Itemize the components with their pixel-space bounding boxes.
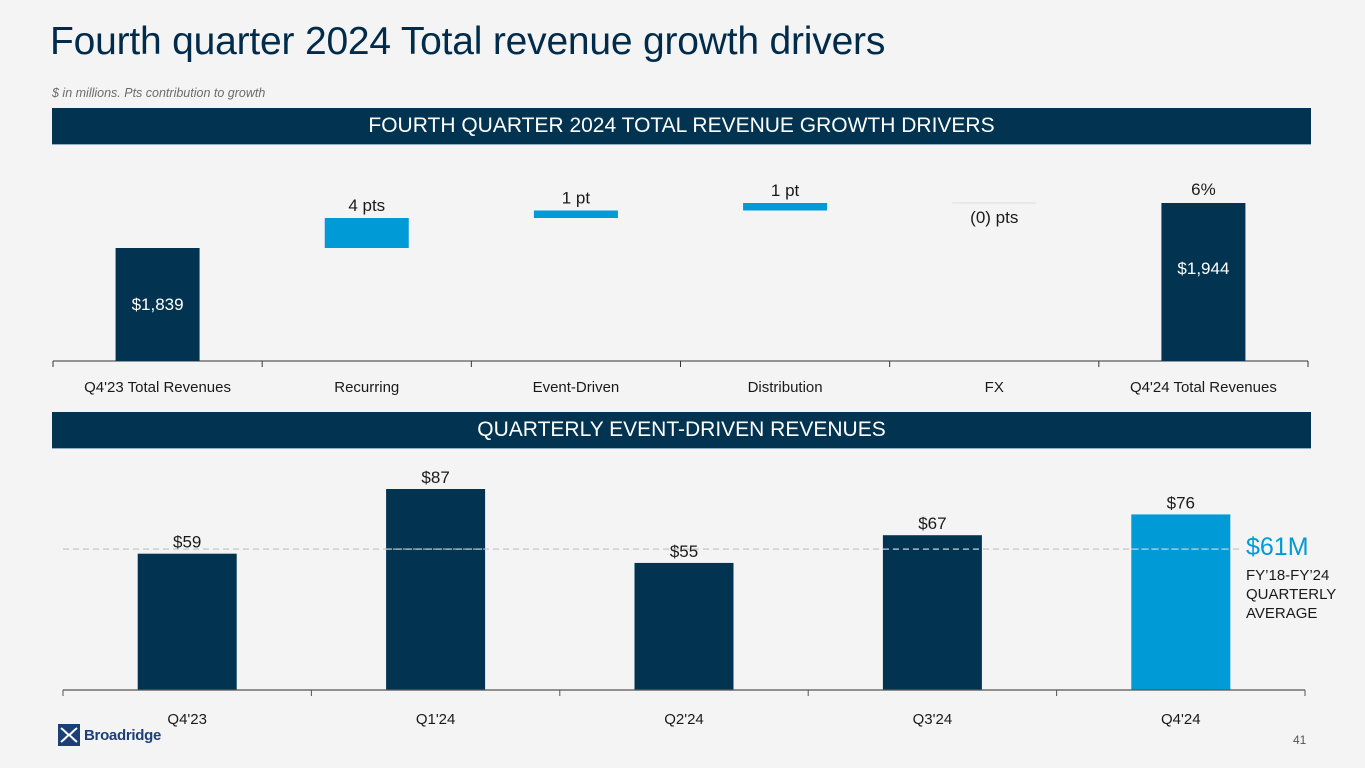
bar-value-label: $1,839 [132, 295, 184, 314]
x-tick-label: Q3'24 [913, 711, 953, 728]
total-bar [1161, 203, 1246, 361]
bar-value-label: $87 [421, 468, 449, 487]
bar-value-label: $59 [173, 533, 201, 552]
delta-bar [743, 203, 828, 211]
page-title: Fourth quarter 2024 Total revenue growth… [50, 20, 886, 63]
x-tick-label: FX [985, 379, 1004, 396]
x-tick-label: Q2'24 [664, 711, 704, 728]
broadridge-logo: Broadridge [58, 724, 161, 746]
waterfall-chart-title: FOURTH QUARTER 2024 TOTAL REVENUE GROWTH… [52, 108, 1311, 145]
bar-value-label: $55 [670, 542, 698, 561]
bar-value-label: $76 [1167, 493, 1195, 512]
x-tick-label: Distribution [748, 379, 823, 396]
bar-top-label: 6% [1191, 180, 1216, 199]
delta-bar [533, 210, 618, 218]
bar-top-label: 1 pt [771, 181, 800, 200]
x-tick-label: Recurring [334, 379, 399, 396]
bar-value-label: $67 [918, 514, 946, 533]
x-tick-label: Q4'24 Total Revenues [1130, 379, 1277, 396]
event-driven-chart-title: QUARTERLY EVENT-DRIVEN REVENUES [52, 412, 1311, 449]
average-description-line: FY’18-FY’24 [1246, 567, 1330, 584]
event-driven-bar [1131, 514, 1231, 690]
brand-name: Broadridge [84, 726, 162, 744]
x-tick-label: Q4'23 Total Revenues [84, 379, 231, 396]
x-tick-label: Q4'24 [1161, 711, 1201, 728]
average-description-line: QUARTERLY [1246, 586, 1337, 603]
bar-value-label: $1,944 [1177, 259, 1229, 278]
average-value-label: $61M [1246, 533, 1309, 561]
broadridge-logo-icon [58, 724, 80, 746]
event-driven-bar [386, 489, 486, 690]
bar-top-label: 1 pt [562, 189, 591, 208]
bar-top-label: 4 pts [348, 196, 385, 215]
bar-top-label: (0) pts [970, 208, 1018, 227]
event-driven-bar [137, 553, 237, 690]
x-tick-label: Event-Driven [533, 379, 620, 396]
total-bar [115, 248, 200, 361]
units-note: $ in millions. Pts contribution to growt… [52, 86, 266, 100]
x-tick-label: Q1'24 [416, 711, 456, 728]
event-driven-bar [882, 535, 982, 690]
average-description-line: AVERAGE [1246, 605, 1318, 622]
event-driven-bar [634, 562, 734, 690]
page-number: 41 [1293, 733, 1307, 747]
x-tick-label: Q4'23 [167, 711, 207, 728]
delta-bar [324, 218, 409, 248]
average-description: FY’18-FY’24 QUARTERLY AVERAGE [1246, 566, 1365, 623]
